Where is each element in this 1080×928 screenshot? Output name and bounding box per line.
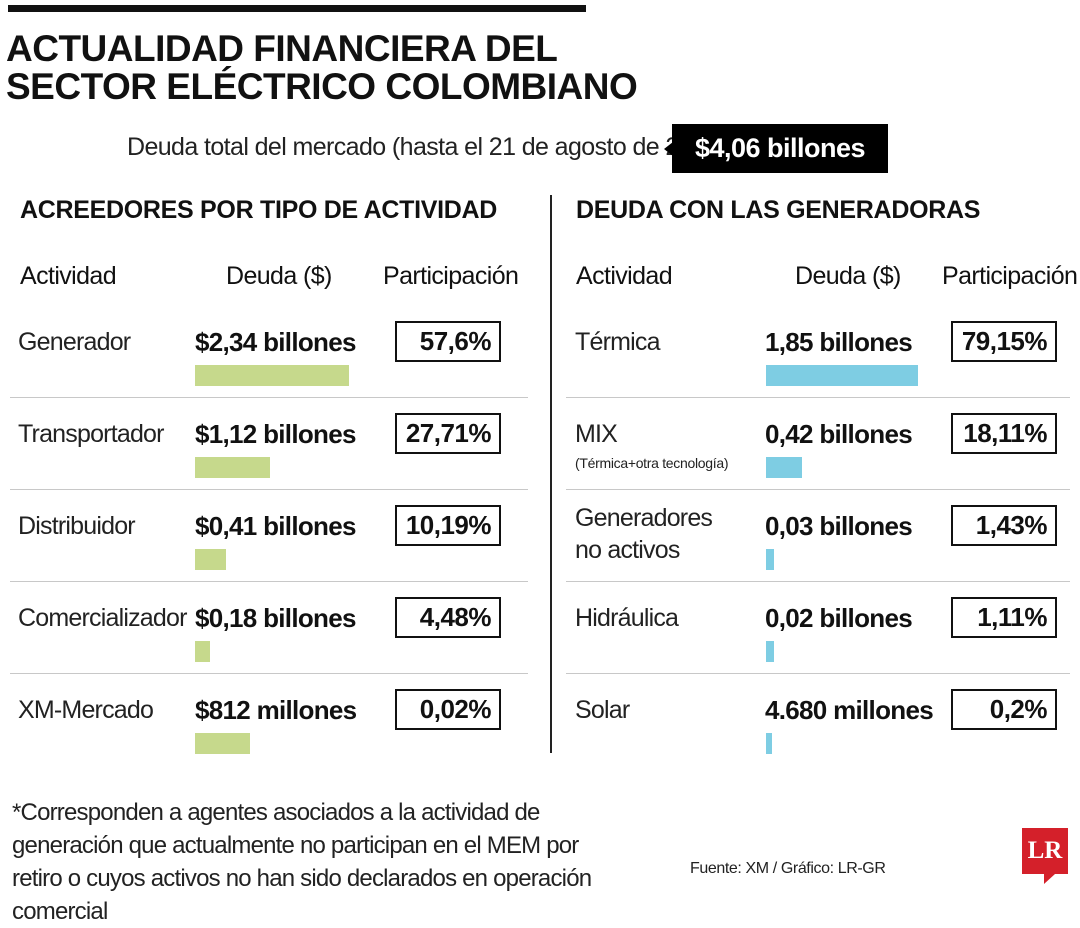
right-row-label: MIX (Térmica+otra tecnología) <box>575 418 750 472</box>
total-debt-badge: $4,06 billones <box>672 124 888 173</box>
left-section-title: ACREEDORES POR TIPO DE ACTIVIDAD <box>20 196 498 224</box>
right-header-activity: Actividad <box>576 262 673 290</box>
right-row-label: Térmica <box>575 328 660 356</box>
right-row-share-box: 1,43% <box>951 505 1057 546</box>
left-header-share: Participación <box>383 262 519 290</box>
right-row-separator <box>566 489 1070 490</box>
left-row-bar <box>195 365 349 386</box>
right-row-label-line2: no activos <box>575 536 680 564</box>
top-rule <box>8 5 586 12</box>
right-row-label: Hidráulica <box>575 604 679 632</box>
right-row-separator <box>566 673 1070 674</box>
left-row-separator <box>10 581 528 582</box>
right-row-debt-value: 0,03 billones <box>765 511 913 541</box>
left-header-debt: Deuda ($) <box>226 262 332 290</box>
left-row-share-box: 10,19% <box>395 505 501 546</box>
left-row-label: Comercializador <box>18 604 187 632</box>
right-header-debt: Deuda ($) <box>795 262 901 290</box>
left-header-activity: Actividad <box>20 262 117 290</box>
right-row-label: Generadores no activos <box>575 502 750 566</box>
right-row-label-line1: Generadores <box>575 504 713 532</box>
subtitle: Deuda total del mercado (hasta el 21 de … <box>127 133 727 161</box>
left-row-bar <box>195 549 226 570</box>
left-row-label: Transportador <box>18 420 165 448</box>
left-row-debt-value: $1,12 billones <box>195 419 356 449</box>
left-row-debt-value: $2,34 billones <box>195 327 356 357</box>
right-row-bar <box>766 641 774 662</box>
right-row-separator <box>566 581 1070 582</box>
footnote: *Corresponden a agentes asociados a la a… <box>12 799 592 925</box>
left-row-separator <box>10 673 528 674</box>
left-row-debt-value: $812 millones <box>195 695 357 725</box>
right-row-note: (Térmica+otra tecnología) <box>575 455 729 471</box>
left-row-label: Distribuidor <box>18 512 136 540</box>
title-line-1: ACTUALIDAD FINANCIERA DEL <box>6 28 558 69</box>
right-row-bar <box>766 365 918 386</box>
right-row-label: Solar <box>575 696 630 724</box>
right-row-separator <box>566 397 1070 398</box>
left-row-separator <box>10 397 528 398</box>
left-row-bar <box>195 457 270 478</box>
right-row-debt-value: 0,02 billones <box>765 603 913 633</box>
left-row-debt-value: $0,41 billones <box>195 511 356 541</box>
right-row-share-box: 18,11% <box>951 413 1057 454</box>
lr-logo-tail <box>1044 874 1055 884</box>
section-divider <box>550 195 552 753</box>
left-row-share-box: 57,6% <box>395 321 501 362</box>
source-credit: Fuente: XM / Gráfico: LR-GR <box>690 860 886 877</box>
right-row-bar <box>766 733 772 754</box>
right-row-bar <box>766 549 774 570</box>
right-row-debt-value: 0,42 billones <box>765 419 913 449</box>
right-row-share-box: 79,15% <box>951 321 1057 362</box>
right-row-debt-value: 4.680 millones <box>765 695 934 725</box>
left-row-debt-value: $0,18 billones <box>195 603 356 633</box>
right-row-debt-value: 1,85 billones <box>765 327 913 357</box>
right-header-share: Participación <box>942 262 1078 290</box>
right-row-share-box: 1,11% <box>951 597 1057 638</box>
left-row-label: XM-Mercado <box>18 696 154 724</box>
left-row-bar <box>195 641 210 662</box>
page-title: ACTUALIDAD FINANCIERA DEL SECTOR ELÉCTRI… <box>6 28 638 107</box>
right-section-title: DEUDA CON LAS GENERADORAS <box>576 196 981 224</box>
total-pointer <box>664 142 673 156</box>
left-row-share-box: 27,71% <box>395 413 501 454</box>
left-row-separator <box>10 489 528 490</box>
left-row-share-box: 4,48% <box>395 597 501 638</box>
title-line-2: SECTOR ELÉCTRICO COLOMBIANO <box>6 66 638 107</box>
right-row-share-box: 0,2% <box>951 689 1057 730</box>
left-row-bar <box>195 733 250 754</box>
right-row-bar <box>766 457 802 478</box>
left-row-share-box: 0,02% <box>395 689 501 730</box>
left-row-label: Generador <box>18 328 131 356</box>
lr-logo: LR <box>1022 828 1068 874</box>
